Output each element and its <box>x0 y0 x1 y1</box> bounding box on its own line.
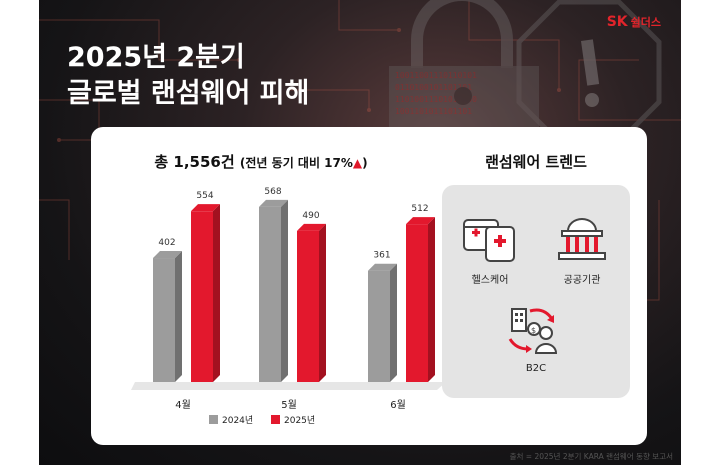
bar <box>297 230 319 382</box>
data-label: 361 <box>373 251 390 261</box>
legend-label: 2025년 <box>284 415 315 426</box>
trend-panel: 헬스케어 공공기관 $ <box>442 185 630 398</box>
chart-floor <box>131 382 443 390</box>
trend-item-label: 헬스케어 <box>471 275 509 286</box>
headline-line-2: 글로벌 랜섬웨어 피해 <box>67 77 310 109</box>
trend-item-label: B2C <box>525 363 547 374</box>
bar-top <box>191 204 220 212</box>
chart-title-total: 총 1,556건 <box>154 153 235 171</box>
healthcare-icon <box>463 219 515 262</box>
bar <box>153 258 175 382</box>
data-label: 490 <box>302 211 319 221</box>
data-label: 402 <box>158 238 175 248</box>
x-tick-label: 4월 <box>175 399 191 411</box>
svg-text:10011001110110101: 10011001110110101 <box>395 71 477 80</box>
source-note: 출처 = 2025년 2분기 KARA 랜섬웨어 동향 보고서 <box>509 452 673 461</box>
content-card: 총 1,556건 (전년 동기 대비 17%▲) 402 554 4월 568 490 5… <box>91 127 647 445</box>
chart-title: 총 1,556건 (전년 동기 대비 17%▲) <box>91 151 431 172</box>
bar-side <box>390 263 397 382</box>
brand-logo: SK 쉴더스 <box>607 14 661 30</box>
bar <box>406 224 428 382</box>
bar <box>259 206 281 382</box>
bar-side <box>175 251 182 382</box>
bar-top <box>153 251 182 259</box>
svg-text:11010011101010100: 11010011101010100 <box>395 95 477 104</box>
bar-side <box>319 223 326 382</box>
b2c-icon: $ <box>508 308 558 354</box>
x-tick-label: 5월 <box>281 399 297 411</box>
svg-text:$: $ <box>531 326 536 335</box>
x-tick-label: 6월 <box>390 399 406 411</box>
brand-name-sk: SK <box>606 14 628 30</box>
bar <box>191 211 213 382</box>
bar-side <box>213 204 220 382</box>
trend-item-b2c: $ B2C <box>496 305 576 374</box>
bar-side <box>428 217 435 382</box>
headline-line-1: 2025년 2분기 <box>67 42 245 73</box>
trend-item-label: 공공기관 <box>563 275 601 286</box>
chart-title-close: ) <box>362 156 368 170</box>
bar <box>368 270 390 382</box>
chart-title-subtitle: (전년 동기 대비 17% <box>239 156 353 170</box>
bar-top <box>297 223 326 231</box>
trend-item-healthcare: 헬스케어 <box>450 215 530 286</box>
public-institution-icon <box>558 217 606 260</box>
svg-text:1001101011101101: 1001101011101101 <box>395 107 472 116</box>
bar-side <box>281 199 288 382</box>
bar-top <box>406 217 435 225</box>
padlock-icon: 10011001110110101 0110100101101101 11010… <box>389 0 539 136</box>
svg-text:0110100101101101: 0110100101101101 <box>395 83 472 92</box>
data-label: 512 <box>411 204 428 214</box>
legend-swatch <box>209 415 218 424</box>
trend-title: 랜섬웨어 트렌드 <box>485 153 587 171</box>
bar-chart: 402 554 4월 568 490 5월 361 512 6월 2024년 2025년 <box>131 187 443 426</box>
increase-triangle-icon: ▲ <box>352 156 363 170</box>
data-label: 554 <box>196 191 213 201</box>
headline: 2025년 2분기 글로벌 랜섬웨어 피해 <box>67 40 309 112</box>
circuit-background: 10011001110110101 0110100101101101 11010… <box>39 0 681 301</box>
bar-top <box>368 263 397 271</box>
data-label: 568 <box>264 187 281 197</box>
legend-swatch <box>271 415 280 424</box>
bar-top <box>259 199 288 207</box>
trend-item-public: 공공기관 <box>542 215 622 286</box>
brand-name-shieldus: 쉴더스 <box>630 16 661 29</box>
legend-label: 2024년 <box>222 415 253 426</box>
infographic-frame: 10011001110110101 0110100101101101 11010… <box>39 0 681 465</box>
